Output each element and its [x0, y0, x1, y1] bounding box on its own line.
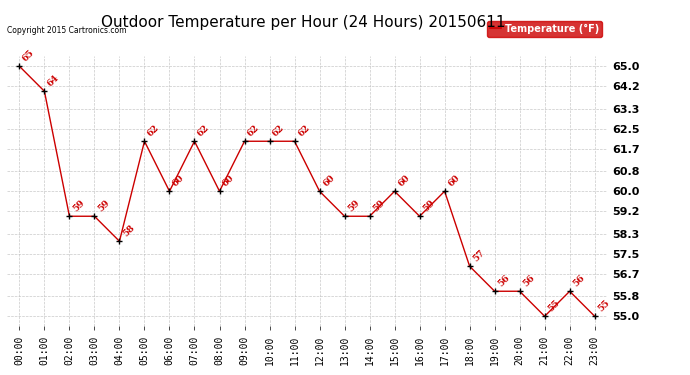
- Text: 57: 57: [471, 248, 486, 264]
- Text: Copyright 2015 Cartronics.com: Copyright 2015 Cartronics.com: [7, 26, 126, 35]
- Text: 59: 59: [96, 198, 111, 213]
- Text: 55: 55: [596, 298, 611, 314]
- Text: 59: 59: [371, 198, 386, 213]
- Text: 62: 62: [196, 123, 211, 138]
- Text: 60: 60: [221, 173, 236, 189]
- Text: 60: 60: [396, 173, 411, 189]
- Text: 62: 62: [246, 123, 262, 138]
- Text: 56: 56: [496, 273, 511, 288]
- Text: 56: 56: [571, 273, 586, 288]
- Text: 62: 62: [296, 123, 311, 138]
- Text: 60: 60: [446, 173, 461, 189]
- Text: 65: 65: [21, 48, 36, 63]
- Legend: Temperature (°F): Temperature (°F): [486, 21, 602, 36]
- Text: 56: 56: [521, 273, 536, 288]
- Text: 59: 59: [421, 198, 436, 213]
- Text: 64: 64: [46, 73, 61, 88]
- Text: 60: 60: [171, 173, 186, 189]
- Text: 59: 59: [71, 198, 86, 213]
- Text: 60: 60: [321, 173, 336, 189]
- Text: Outdoor Temperature per Hour (24 Hours) 20150611: Outdoor Temperature per Hour (24 Hours) …: [101, 15, 506, 30]
- Text: 55: 55: [546, 298, 561, 314]
- Text: 62: 62: [271, 123, 286, 138]
- Text: 62: 62: [146, 123, 161, 138]
- Text: 58: 58: [121, 223, 136, 238]
- Text: 59: 59: [346, 198, 362, 213]
